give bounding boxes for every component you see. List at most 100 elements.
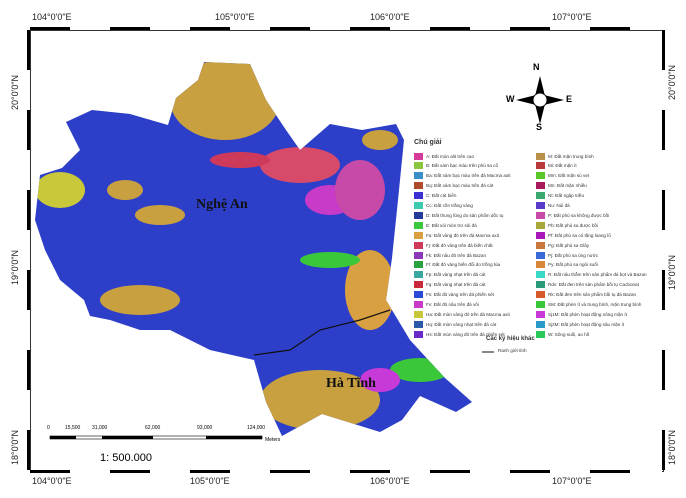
legend-label: Pg: Đất phù sa Glây: [548, 242, 590, 248]
other-symbols-title: Các ký hiệu khác: [486, 336, 535, 342]
legend-item: Fv: Đất đỏ nâu trên đá vôi: [414, 301, 479, 309]
legend-label: Rdv: Đất đen trên sản phẩm bồi tụ Cacbon…: [548, 282, 639, 288]
legend-label: Mm: Đất mặn sú vẹt: [548, 173, 590, 179]
legend-swatch: [536, 211, 545, 219]
legend-label: Sj1M: Đất phèn hoạt động nông mặn ít: [548, 311, 627, 317]
legend-label: E: Đất xói mòn trơ sỏi đá: [426, 222, 477, 228]
scale-labels: 0 15,500 31,000 62,000 93,000 124,000 Me…: [45, 425, 295, 443]
legend-item: Fj: Đất đỏ vàng trên đá biến chất: [414, 241, 493, 249]
soil-zone-sj1m: [360, 368, 400, 392]
legend-item: C: Đất cát biển: [414, 192, 456, 200]
legend-label: Sj2M: Đất phèn hoạt động sâu mặn ít: [548, 321, 625, 327]
legend-swatch: [536, 291, 545, 299]
legend-swatch: [536, 221, 545, 229]
legend-item: Fq: Đất vàng nhạt trên đá cát: [414, 281, 486, 289]
legend-label: Mi: Đất mặn ít: [548, 163, 577, 169]
legend-item: Hq: Đất mùn vàng nhạt trên đá cát: [414, 320, 496, 328]
lon-label: 106°0'0"E: [370, 476, 410, 486]
legend-swatch: [414, 172, 423, 180]
legend-label: Hq: Đất mùn vàng nhạt trên đá cát: [426, 321, 497, 327]
lon-label: 105°0'0"E: [190, 476, 230, 486]
legend-swatch: [536, 231, 545, 239]
soil-zone-p: [335, 160, 385, 220]
legend-swatch: [536, 182, 545, 190]
legend-label: Pj: Đất phù sa úng nước: [548, 252, 599, 258]
legend-swatch: [414, 231, 423, 239]
legend-item: Mm: Đất mặn sú vẹt: [536, 172, 589, 180]
legend-label: Pb: Đất phù sa được bồi: [548, 222, 599, 228]
legend-item: Py: Đất phù sa ngòi suối: [536, 261, 598, 269]
legend-label: Ha: Đất mùn vàng đỏ trên đá Macma axit: [426, 311, 510, 317]
soil-zone-fa: [260, 370, 380, 430]
legend-label: W: Sông suối, ao hồ: [548, 331, 590, 337]
legend-swatch: [414, 320, 423, 328]
lon-label: 104°0'0"E: [32, 12, 72, 22]
legend-label: Py: Đất phù sa ngòi suối: [548, 262, 598, 268]
frame-ticks-bottom: [30, 470, 662, 473]
legend-swatch: [414, 281, 423, 289]
lon-label: 107°0'0"E: [552, 476, 592, 486]
legend-item: Rdv: Đất đen trên sản phẩm bồi tụ Cacbon…: [536, 281, 639, 289]
lon-label: 106°0'0"E: [370, 12, 410, 22]
legend-item: Hs: Đất mùn vàng đỏ trên đá phiến sét: [414, 330, 505, 338]
legend-item: M: Đất mặn trung bình: [536, 152, 594, 160]
soil-zone-py: [345, 250, 395, 330]
legend-item: Mn: Đất mặn nhiều: [536, 182, 587, 190]
soil-zone-fa: [362, 130, 398, 150]
legend-item: Rk: Đất đen trên sản phẩm bồi tụ đá Baza…: [536, 291, 636, 299]
legend-item: Sj1M: Đất phèn hoạt động nông mặn ít: [536, 310, 627, 318]
legend-swatch: [536, 310, 545, 318]
soil-zone-fa: [100, 285, 180, 315]
soil-zone-fa: [107, 180, 143, 200]
legend-label: Fk: Đất nâu đỏ trên đá Bazan: [426, 252, 487, 258]
legend-swatch: [536, 320, 545, 328]
frame-ticks-right: [662, 30, 665, 470]
place-ha-tinh: Hà Tĩnh: [326, 376, 376, 391]
legend-label: D: Đất thung lũng do sản phẩm dốc tụ: [426, 212, 504, 218]
legend-item: B: Đất xám bạc màu trên phù sa cổ: [414, 162, 498, 170]
legend-item: P: Đất phù sa không được bồi: [536, 211, 609, 219]
scale-tick: 0: [47, 425, 50, 431]
legend-item: Nu: Núi đá: [536, 202, 570, 210]
legend-swatch: [536, 281, 545, 289]
legend-swatch: [536, 202, 545, 209]
legend-item: R: Đất nâu thẫm trên sản phẩm đá bọt và …: [536, 271, 647, 279]
legend-label: Cc: Đất cồn trắng vàng: [426, 203, 473, 208]
lon-label: 104°0'0"E: [32, 476, 72, 486]
legend-label: Fj: Đất đỏ vàng trên đá biến chất: [426, 242, 493, 248]
legend-item: D: Đất thung lũng do sản phẩm dốc tụ: [414, 211, 503, 219]
legend-swatch: [536, 330, 545, 338]
legend-item: Bq: Đất xám bạc màu trên đá cát: [414, 182, 493, 190]
legend-label: B: Đất xám bạc màu trên phù sa cổ: [426, 163, 499, 169]
legend: Chú giải A: Đất mùn alit trên cao B: Đất …: [412, 136, 674, 353]
legend-swatch: [536, 162, 545, 170]
legend-label: Fa: Đất vàng đỏ trên đá Macma axit: [426, 232, 500, 238]
province-boundary-line: [253, 309, 391, 356]
legend-swatch: [414, 330, 423, 338]
legend-title: Chú giải: [414, 139, 442, 146]
scale-bar: [49, 435, 263, 440]
legend-item: E: Đất xói mòn trơ sỏi đá: [414, 221, 477, 229]
legend-item: Nt: Đất ngập triều: [536, 192, 584, 200]
legend-item: Pf: Đất phù sa có tầng loang lổ: [536, 231, 611, 239]
soil-zone-e: [300, 252, 360, 268]
legend-item: Pg: Đất phù sa Glây: [536, 241, 589, 249]
legend-label: Hs: Đất mùn vàng đỏ trên đá phiến sét: [426, 331, 505, 337]
legend-label: Fl: Đất đỏ vàng biến đổi do trồng lúa: [426, 262, 501, 268]
legend-label: Mn: Đất mặn nhiều: [548, 183, 587, 189]
legend-label: Fp: Đất vàng nhạt trên đá cát: [426, 272, 486, 278]
legend-swatch: [536, 152, 545, 160]
legend-label: P: Đất phù sa không được bồi: [548, 212, 610, 218]
scale-tick: 124,000: [247, 425, 266, 431]
legend-label: R: Đất nâu thẫm trên sản phẩm đá bọt và …: [548, 272, 647, 278]
legend-swatch: [536, 241, 545, 249]
lon-label: 107°0'0"E: [552, 12, 592, 22]
legend-swatch: [414, 162, 423, 170]
legend-label: M: Đất mặn trung bình: [548, 153, 594, 159]
lon-label: 105°0'0"E: [215, 12, 255, 22]
legend-swatch: [414, 152, 423, 160]
soil-zone-fq: [210, 152, 270, 168]
boundary-legend-label: Ranh giới tỉnh: [498, 348, 527, 353]
legend-swatch: [414, 291, 423, 299]
